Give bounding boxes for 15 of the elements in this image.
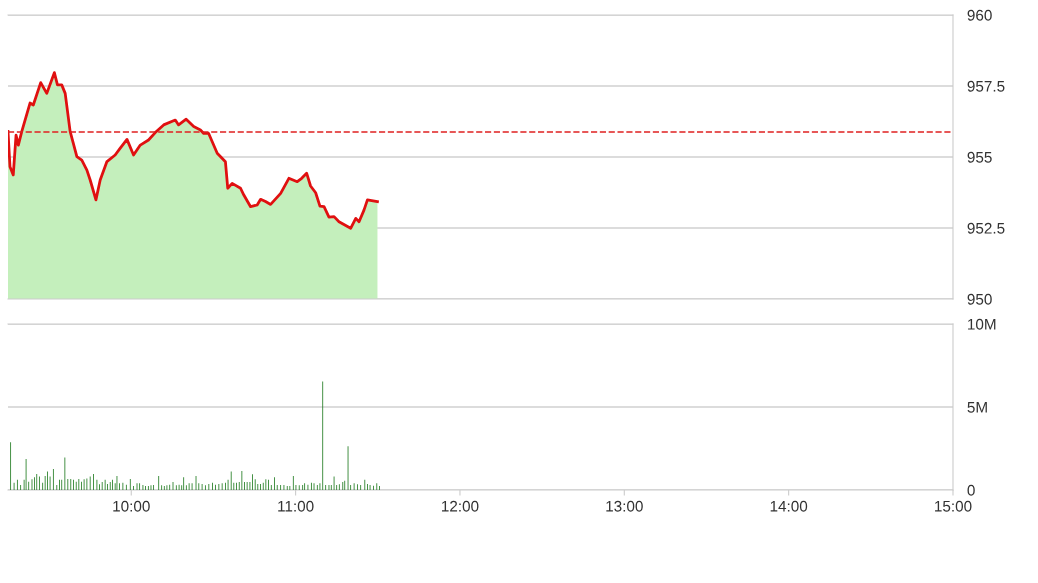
y-tick-label: 10M: [968, 318, 996, 330]
y-tick-label: 960: [967, 9, 992, 21]
y-tick-label: 0: [967, 484, 975, 496]
y-tick-label: 5M: [967, 402, 987, 413]
x-tick-label: 14:00: [770, 500, 808, 512]
x-tick-label: 12:00: [442, 500, 479, 512]
x-tick-label: 11:00: [278, 500, 314, 512]
y-tick-label: 957.5: [967, 80, 1005, 92]
x-tick-label: 10:00: [113, 500, 150, 512]
y-tick-label: 952.5: [967, 222, 1005, 234]
line-series: [8, 71, 379, 230]
y-tick-label: 955: [967, 151, 992, 163]
x-tick-label: 13:00: [606, 500, 643, 512]
y-tick-label: 950: [967, 293, 992, 305]
x-tick-label: 15:00: [935, 500, 972, 512]
